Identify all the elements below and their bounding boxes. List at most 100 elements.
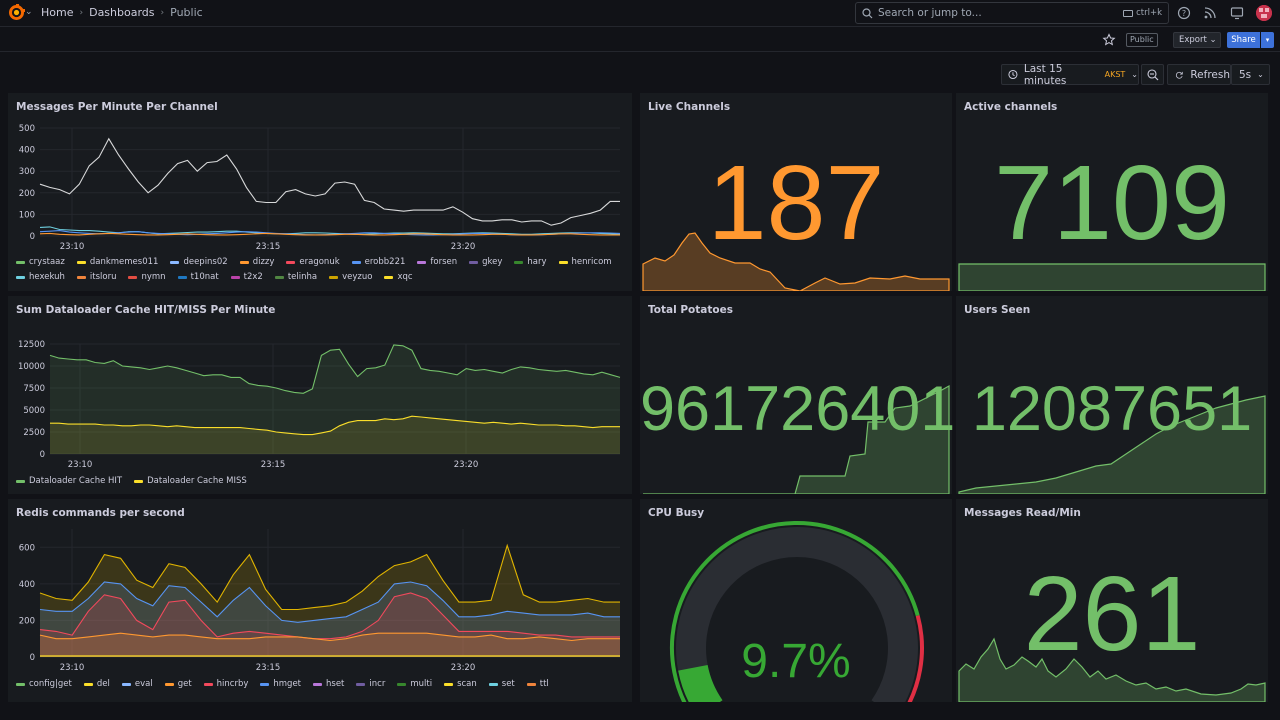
legend-item[interactable]: get bbox=[164, 679, 192, 689]
legend-label: veyzuo bbox=[342, 272, 373, 282]
panel-live-channels[interactable]: Live Channels 187 bbox=[640, 93, 952, 291]
rss-feed-icon[interactable] bbox=[1203, 6, 1217, 20]
refresh-icon bbox=[1175, 71, 1183, 79]
breadcrumb-home[interactable]: Home bbox=[41, 6, 74, 19]
legend-item[interactable]: config|get bbox=[16, 679, 72, 689]
y-tick-label: 10000 bbox=[18, 362, 45, 372]
chevron-down-icon[interactable]: ⌄ bbox=[25, 7, 33, 17]
chart-legend: Dataloader Cache HIT Dataloader Cache MIS… bbox=[16, 476, 626, 486]
time-range-picker[interactable]: Last 15 minutes AKST ⌄ bbox=[1001, 63, 1139, 87]
series-line[interactable] bbox=[39, 592, 620, 640]
zoom-out-button[interactable] bbox=[1141, 64, 1164, 85]
share-button[interactable]: Share bbox=[1227, 32, 1260, 48]
dataloader-cache-chart[interactable]: 0 2500 5000 7500 10000 12500 23:10 23:15 23:20 bbox=[8, 316, 632, 476]
legend-label: xqc bbox=[397, 272, 413, 282]
legend-item[interactable]: dankmemes011 bbox=[76, 257, 158, 267]
redis-commands-chart[interactable]: 0 200 400 600 23:10 23:15 23:20 bbox=[8, 519, 632, 679]
legend-item[interactable]: veyzuo bbox=[329, 272, 372, 282]
legend-label: itsloru bbox=[89, 272, 117, 282]
legend-item[interactable]: deepins02 bbox=[170, 257, 228, 267]
users-seen-value: 12087651 bbox=[971, 374, 1253, 444]
y-tick-label: 500 bbox=[19, 124, 35, 134]
legend-item[interactable]: xqc bbox=[384, 272, 413, 282]
legend-item[interactable]: Dataloader Cache HIT bbox=[16, 476, 122, 486]
legend-item[interactable]: itsloru bbox=[76, 272, 117, 282]
panel-dataloader-cache[interactable]: Sum Dataloader Cache HIT/MISS Per Minute… bbox=[8, 296, 632, 494]
legend-item[interactable]: t2x2 bbox=[230, 272, 263, 282]
legend-item[interactable]: telinha bbox=[274, 272, 317, 282]
monitor-icon[interactable] bbox=[1230, 6, 1244, 20]
legend-swatch bbox=[121, 682, 131, 686]
cpu-busy-gauge bbox=[669, 521, 924, 702]
panel-messages-read[interactable]: Messages Read/Min 261 bbox=[956, 499, 1268, 702]
legend-item[interactable]: hmget bbox=[260, 679, 301, 689]
legend-item[interactable]: set bbox=[488, 679, 515, 689]
legend-item[interactable]: t10nat bbox=[177, 272, 219, 282]
legend-item[interactable]: nymn bbox=[128, 272, 166, 282]
breadcrumb-dashboards[interactable]: Dashboards bbox=[89, 6, 155, 19]
messages-per-minute-chart[interactable]: 0 100 200 300 400 500 23:10 23:15 23:20 bbox=[8, 113, 632, 273]
legend-item[interactable]: hincrby bbox=[203, 679, 248, 689]
y-tick-label: 0 bbox=[40, 450, 45, 460]
search-input[interactable]: Search or jump to... ctrl+k bbox=[855, 2, 1169, 24]
series-line[interactable] bbox=[39, 581, 620, 623]
refresh-interval-label: 5s bbox=[1239, 68, 1252, 81]
legend-swatch bbox=[76, 260, 86, 264]
legend-item[interactable]: del bbox=[83, 679, 110, 689]
timezone-label: AKST bbox=[1104, 70, 1126, 79]
series-line[interactable] bbox=[50, 415, 620, 436]
x-tick-label: 23:20 bbox=[451, 663, 476, 673]
refresh-button[interactable]: Refresh bbox=[1167, 64, 1231, 85]
star-icon[interactable] bbox=[1102, 33, 1116, 47]
legend-swatch bbox=[164, 682, 174, 686]
y-tick-label: 400 bbox=[19, 146, 35, 156]
panel-title: Live Channels bbox=[648, 101, 731, 113]
legend-swatch bbox=[170, 260, 180, 264]
legend-item[interactable]: forsen bbox=[417, 257, 457, 267]
legend-item[interactable]: gkey bbox=[469, 257, 502, 267]
series-line[interactable] bbox=[39, 543, 620, 611]
share-options-chevron-icon[interactable]: ▾ bbox=[1261, 32, 1274, 48]
series-line[interactable] bbox=[39, 137, 620, 226]
legend-item[interactable]: erobb221 bbox=[351, 257, 405, 267]
panel-total-potatoes[interactable]: Total Potatoes 961726401 bbox=[640, 296, 955, 494]
series-line[interactable] bbox=[49, 344, 621, 394]
help-icon[interactable]: ? bbox=[1177, 6, 1191, 20]
legend-item[interactable]: incr bbox=[356, 679, 385, 689]
legend-item[interactable]: Dataloader Cache MISS bbox=[134, 476, 247, 486]
legend-item[interactable]: ttl bbox=[526, 679, 549, 689]
y-tick-label: 0 bbox=[30, 232, 35, 242]
panel-messages-per-minute[interactable]: Messages Per Minute Per Channel 0 100 200 3… bbox=[8, 93, 632, 291]
y-tick-label: 12500 bbox=[18, 340, 45, 350]
legend-item[interactable]: hary bbox=[514, 257, 547, 267]
series-line[interactable] bbox=[39, 226, 621, 235]
legend-item[interactable]: hexekuh bbox=[16, 272, 65, 282]
y-tick-label: 0 bbox=[30, 653, 35, 663]
panel-users-seen[interactable]: Users Seen 12087651 bbox=[956, 296, 1268, 494]
legend-swatch bbox=[329, 275, 339, 279]
legend-swatch bbox=[260, 682, 270, 686]
y-tick-label: 200 bbox=[19, 189, 35, 199]
y-tick-label: 2500 bbox=[23, 428, 45, 438]
refresh-interval-picker[interactable]: 5s ⌄ bbox=[1231, 64, 1270, 85]
panel-active-channels[interactable]: Active channels 7109 bbox=[956, 93, 1268, 291]
legend-label: eval bbox=[134, 679, 153, 689]
legend-item[interactable]: hset bbox=[313, 679, 344, 689]
legend-item[interactable]: crystaaz bbox=[16, 257, 65, 267]
legend-label: del bbox=[96, 679, 110, 689]
keyboard-icon bbox=[1123, 9, 1134, 17]
legend-item[interactable]: multi bbox=[397, 679, 432, 689]
legend-label: gkey bbox=[482, 257, 503, 267]
legend-item[interactable]: eval bbox=[121, 679, 153, 689]
legend-item[interactable]: henricom bbox=[558, 257, 612, 267]
legend-item[interactable]: eragonuk bbox=[286, 257, 340, 267]
panel-redis-commands[interactable]: Redis commands per second 0 200 400 600 23:1… bbox=[8, 499, 632, 702]
export-button[interactable]: Export ⌄ bbox=[1173, 32, 1221, 48]
user-avatar[interactable] bbox=[1256, 5, 1272, 21]
series-line[interactable] bbox=[39, 632, 620, 642]
grafana-logo-icon[interactable] bbox=[8, 4, 25, 21]
series-line[interactable] bbox=[39, 232, 620, 236]
legend-item[interactable]: dizzy bbox=[239, 257, 274, 267]
panel-cpu-busy[interactable]: CPU Busy 9.7% bbox=[640, 499, 952, 702]
legend-item[interactable]: scan bbox=[444, 679, 477, 689]
